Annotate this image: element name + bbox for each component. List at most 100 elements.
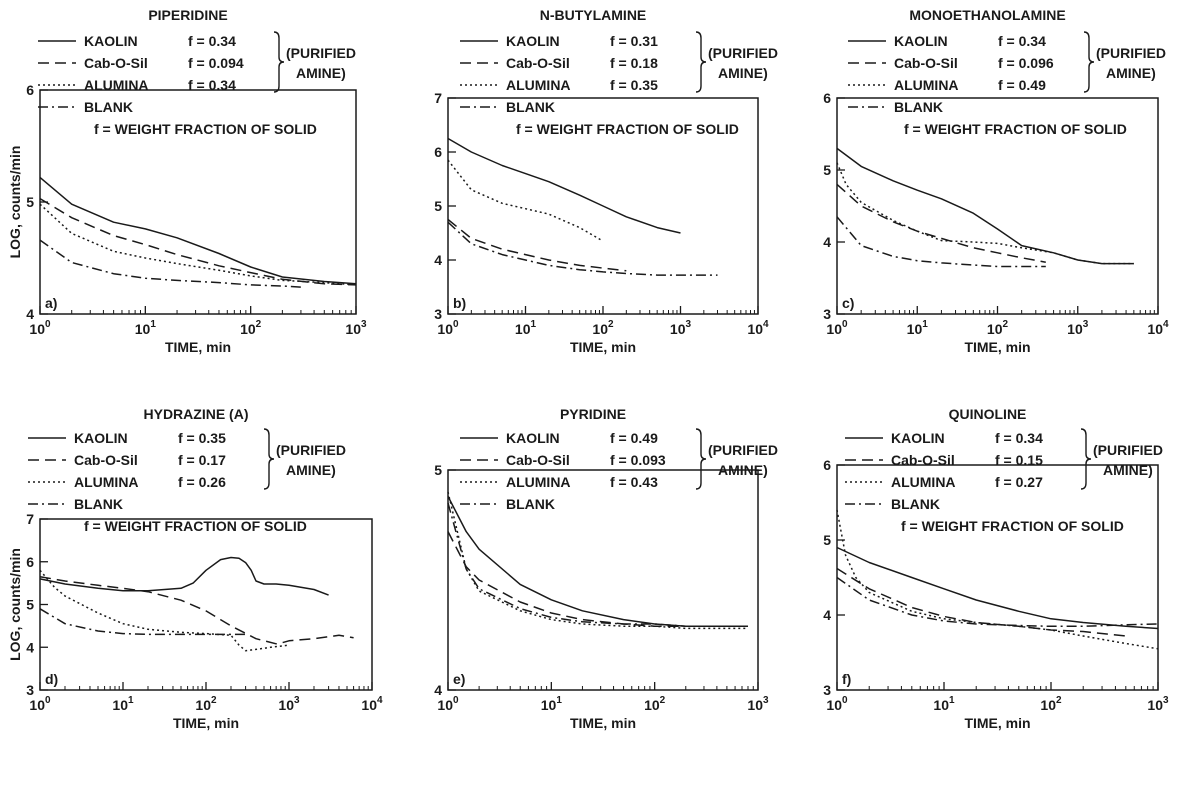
legend-fraction: f = 0.43 [610,474,658,490]
legend-fraction: f = 0.093 [610,452,666,468]
y-tick-label: 5 [823,532,831,548]
series-line-alumina [447,491,748,630]
bracket-label-line1: (PURIFIED [1096,45,1166,61]
series-line-blank [447,502,748,627]
x-tick-label: 101 [541,695,563,713]
legend-label: Cab-O-Sil [74,452,138,468]
legend-note: f = WEIGHT FRACTION OF SOLID [516,121,739,137]
legend-label: BLANK [891,496,940,512]
x-tick-label: 102 [195,695,217,713]
panel-label: e) [453,671,465,687]
y-tick-label: 5 [26,597,34,613]
legend-label: Cab-O-Sil [506,55,570,71]
bracket-label-line1: (PURIFIED [276,442,346,458]
legend-fraction: f = 0.49 [610,430,658,446]
legend-label: ALUMINA [891,474,956,490]
legend-label: Cab-O-Sil [891,452,955,468]
legend-note: f = WEIGHT FRACTION OF SOLID [94,121,317,137]
legend-fraction: f = 0.31 [610,33,658,49]
bracket-label-line2: AMINE) [286,462,336,478]
series-line-kaolin [836,546,1159,630]
bracket-label-line2: AMINE) [296,65,346,81]
legend-fraction: f = 0.34 [188,77,236,93]
legend-label: Cab-O-Sil [506,452,570,468]
chart-panel-3: MONOETHANOLAMINE KAOLIN f = 0.34 Cab-O-Sil f… [823,7,1169,355]
legend-fraction: f = 0.18 [610,55,658,71]
bracket-label-line2: AMINE) [1103,462,1153,478]
legend: KAOLIN f = 0.49 Cab-O-Sil f = 0.093 ALUMINA f… [460,428,778,512]
y-tick-label: 5 [434,198,442,214]
x-axis-label: TIME, min [173,715,239,731]
y-tick-label: 4 [26,639,34,655]
legend-label: BLANK [506,99,555,115]
x-tick-label: 103 [278,695,300,713]
legend-label: BLANK [894,99,943,115]
y-tick-label: 4 [823,607,831,623]
series-line-blank [836,576,1159,628]
y-tick-label: 7 [434,90,442,106]
x-tick-label: 102 [592,319,614,337]
legend-note: f = WEIGHT FRACTION OF SOLID [901,518,1124,534]
legend-fraction: f = 0.17 [178,452,226,468]
y-tick-label: 7 [26,511,34,527]
y-tick-label: 6 [823,90,831,106]
series-line-alumina [836,162,1134,265]
y-tick-label: 3 [434,306,442,322]
bracket-label-line2: AMINE) [1106,65,1156,81]
series-line-cab-o-sil [39,575,354,645]
legend-brace [695,428,707,490]
series-line-kaolin [447,496,748,627]
legend-fraction: f = 0.35 [178,430,226,446]
x-tick-label: 104 [1147,319,1169,337]
x-tick-label: 102 [1040,695,1062,713]
legend-label: ALUMINA [506,474,571,490]
bracket-label-line1: (PURIFIED [708,442,778,458]
legend: KAOLIN f = 0.34 Cab-O-Sil f = 0.096 ALUMINA f… [848,31,1166,137]
x-tick-label: 101 [515,319,537,337]
legend: KAOLIN f = 0.34 Cab-O-Sil f = 0.15 ALUMINA f … [845,428,1163,534]
series-line-kaolin [836,147,1134,265]
y-axis-label: LOG, counts/min [7,548,23,661]
series-line-cab-o-sil [447,531,748,627]
legend-note: f = WEIGHT FRACTION OF SOLID [84,518,307,534]
x-tick-label: 102 [644,695,666,713]
x-tick-label: 103 [1067,319,1089,337]
legend-label: KAOLIN [84,33,138,49]
series-line-alumina [39,203,357,286]
chart-title: N-BUTYLAMINE [540,7,647,23]
x-tick-label: 101 [933,695,955,713]
x-tick-label: 103 [670,319,692,337]
chart-title: QUINOLINE [949,406,1027,422]
legend-label: KAOLIN [506,33,560,49]
y-tick-label: 6 [26,554,34,570]
legend-fraction: f = 0.35 [610,77,658,93]
panel-label: a) [45,295,57,311]
bracket-label-line1: (PURIFIED [1093,442,1163,458]
plot-frame [447,469,759,691]
legend-label: ALUMINA [84,77,149,93]
legend-label: KAOLIN [894,33,948,49]
legend-fraction: f = 0.094 [188,55,244,71]
chart-title: PIPERIDINE [148,7,227,23]
series-line-kaolin [39,176,357,285]
x-axis-label: TIME, min [570,715,636,731]
y-tick-label: 3 [823,682,831,698]
series-line-blank [39,608,246,636]
y-tick-label: 3 [823,306,831,322]
series-line-cab-o-sil [836,183,1046,263]
legend: KAOLIN f = 0.35 Cab-O-Sil f = 0.17 ALUMINA f … [28,428,346,534]
series-line-blank [39,239,301,288]
x-tick-label: 104 [361,695,383,713]
x-tick-label: 102 [240,319,262,337]
panel-label: d) [45,671,58,687]
y-tick-label: 3 [26,682,34,698]
legend-fraction: f = 0.34 [995,430,1043,446]
bracket-label-line2: AMINE) [718,65,768,81]
x-tick-label: 101 [112,695,134,713]
legend-fraction: f = 0.27 [995,474,1043,490]
legend-label: KAOLIN [74,430,128,446]
legend-fraction: f = 0.26 [178,474,226,490]
x-tick-label: 102 [987,319,1009,337]
